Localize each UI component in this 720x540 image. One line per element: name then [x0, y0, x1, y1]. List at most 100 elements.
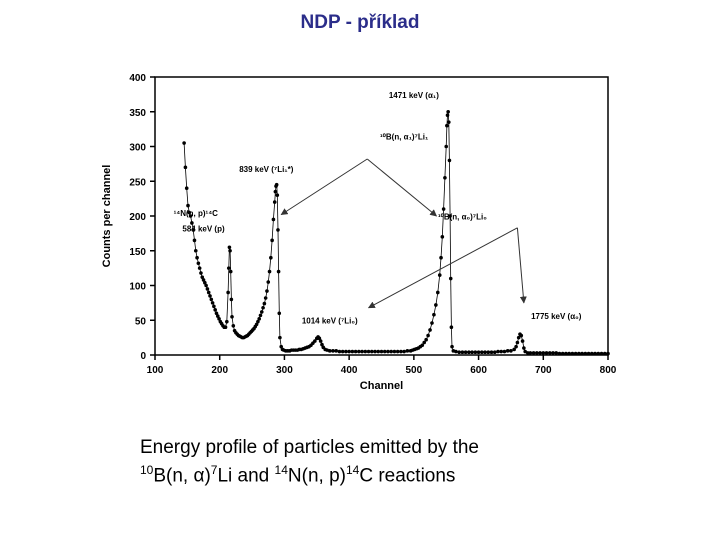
data-point — [208, 294, 212, 298]
data-point — [496, 349, 500, 354]
data-point — [531, 351, 536, 355]
y-tick-label: 350 — [129, 108, 146, 119]
data-point — [204, 283, 208, 288]
data-point — [230, 314, 234, 319]
data-point — [266, 280, 271, 284]
y-axis-label: Counts per channel — [101, 165, 113, 268]
annotation-label-a5: 584 keV (p) — [182, 224, 225, 233]
data-point — [547, 351, 552, 355]
data-point — [505, 349, 510, 353]
y-tick-label: 150 — [129, 247, 146, 258]
data-point — [209, 297, 214, 302]
data-point — [261, 305, 265, 310]
data-point — [331, 349, 335, 353]
data-point — [344, 349, 348, 354]
data-point — [528, 351, 533, 355]
x-tick-label: 800 — [600, 365, 617, 376]
data-point — [386, 349, 390, 354]
data-point — [439, 255, 443, 260]
caption: Energy profile of particles emitted by t… — [140, 436, 660, 487]
data-point — [473, 350, 478, 355]
data-point — [560, 351, 565, 356]
data-point — [217, 317, 221, 321]
annotation-label-a8: 1775 keV (α₀) — [531, 312, 582, 321]
caption-part-d: Li and — [217, 465, 275, 487]
data-point — [424, 337, 428, 342]
caption-line1: Energy profile of particles emitted by t… — [140, 437, 480, 458]
data-point — [470, 350, 474, 355]
data-point — [256, 319, 260, 324]
slide-title: NDP - příklad — [300, 12, 420, 33]
data-point — [184, 186, 189, 190]
data-point — [519, 333, 524, 338]
data-point — [270, 238, 274, 243]
data-point — [443, 175, 447, 180]
data-point — [376, 349, 381, 354]
data-point — [541, 351, 546, 355]
data-point — [186, 203, 190, 208]
data-point — [476, 350, 481, 355]
data-point — [512, 347, 516, 352]
data-point — [213, 308, 217, 312]
data-point — [182, 141, 186, 145]
data-point — [276, 269, 281, 274]
data-point — [317, 336, 322, 341]
data-point — [535, 351, 539, 355]
data-point — [593, 351, 597, 356]
data-point — [259, 310, 264, 314]
data-point — [214, 311, 219, 316]
data-point — [445, 123, 449, 128]
data-point — [350, 349, 355, 354]
data-point — [229, 297, 234, 302]
data-point — [467, 350, 471, 355]
data-point — [363, 349, 368, 354]
data-point — [486, 350, 491, 355]
data-point — [437, 273, 442, 277]
data-point — [275, 193, 280, 197]
annotation-arrow — [516, 227, 527, 304]
data-point — [360, 349, 364, 354]
data-point — [483, 350, 487, 355]
x-tick-label: 100 — [147, 365, 164, 376]
data-point — [436, 290, 440, 295]
data-point — [402, 349, 406, 354]
data-point — [499, 349, 504, 354]
data-point — [357, 349, 361, 354]
caption-part-b: B(n, — [153, 465, 194, 487]
data-point — [226, 266, 231, 270]
data-point — [278, 335, 282, 340]
data-point — [197, 266, 202, 270]
data-point — [573, 351, 578, 356]
data-point — [522, 346, 526, 350]
data-point — [334, 349, 338, 353]
data-point — [257, 317, 261, 321]
data-point — [599, 351, 604, 356]
data-point — [200, 275, 205, 279]
data-point — [353, 349, 358, 354]
data-point — [457, 350, 461, 355]
data-point — [420, 343, 425, 348]
data-point — [337, 349, 342, 354]
data-point — [445, 113, 450, 118]
annotation-label-a6: ¹⁰B(n, α₀)⁷Li₀ — [438, 212, 487, 221]
data-point — [448, 214, 452, 218]
data-point — [551, 351, 555, 355]
data-point — [231, 324, 236, 328]
data-point — [228, 248, 232, 253]
data-point — [430, 321, 434, 325]
data-point — [347, 349, 351, 354]
data-point — [210, 301, 215, 305]
data-point — [564, 351, 568, 356]
annotation-arrow — [367, 227, 518, 309]
data-point — [463, 350, 468, 355]
caption-sup-7: 7 — [210, 463, 218, 477]
data-point — [492, 350, 497, 355]
data-point — [434, 303, 438, 307]
data-point — [516, 335, 521, 340]
data-point — [509, 349, 513, 353]
annotation-label-a7: 1014 keV (⁷Li₀) — [302, 317, 358, 326]
data-point — [392, 349, 397, 354]
data-point — [570, 351, 575, 356]
data-point — [258, 313, 263, 318]
data-point — [225, 319, 229, 324]
